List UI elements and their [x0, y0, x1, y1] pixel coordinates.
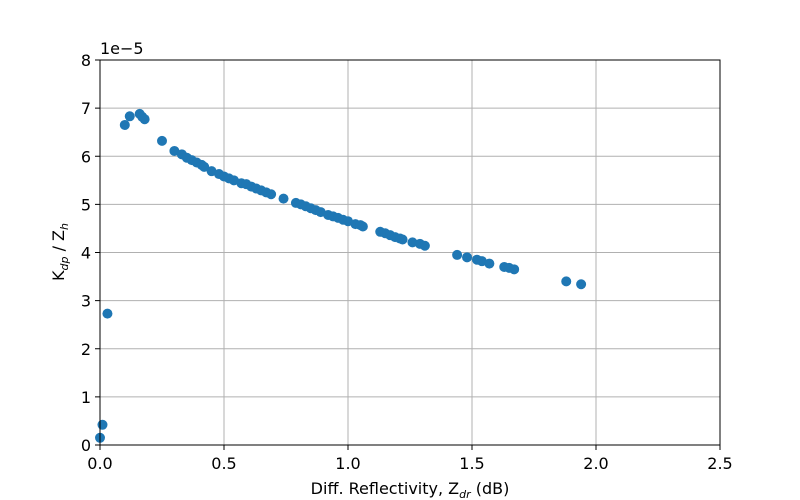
- x-tick-label: 1.5: [459, 454, 484, 473]
- x-tick-label: 2.0: [583, 454, 608, 473]
- x-tick-label: 0.5: [211, 454, 236, 473]
- y-tick-label: 4: [81, 244, 91, 263]
- data-point: [97, 419, 108, 430]
- y-tick-label: 0: [81, 436, 91, 455]
- x-tick-label: 1.0: [335, 454, 360, 473]
- data-points: [95, 108, 587, 443]
- y-tick-label: 8: [81, 51, 91, 70]
- x-axis-ticks: 0.0 0.5 1.0 1.5 2.0 2.5: [87, 445, 733, 473]
- data-point: [278, 193, 289, 204]
- data-point: [169, 145, 180, 156]
- x-tick-label: 2.5: [707, 454, 732, 473]
- data-point: [419, 240, 430, 251]
- data-point: [119, 119, 130, 130]
- data-point: [561, 276, 572, 287]
- data-point: [139, 114, 150, 125]
- y-tick-label: 2: [81, 340, 91, 359]
- data-point: [199, 161, 210, 172]
- data-point: [452, 249, 463, 260]
- y-tick-label: 7: [81, 99, 91, 118]
- data-point: [124, 111, 135, 122]
- data-point: [357, 221, 368, 232]
- y-tick-label: 1: [81, 388, 91, 407]
- data-point: [484, 258, 495, 269]
- y-axis-ticks: 0 1 2 3 4 5 6 7 8: [81, 51, 100, 455]
- data-point: [397, 234, 408, 245]
- data-point: [509, 264, 520, 275]
- y-axis-label: Kdp / Zh: [49, 223, 71, 281]
- y-scale-offset-label: 1e−5: [100, 39, 144, 58]
- data-point: [576, 279, 587, 290]
- data-point: [266, 189, 277, 200]
- data-point: [102, 308, 113, 319]
- y-tick-label: 3: [81, 292, 91, 311]
- x-tick-label: 0.0: [87, 454, 112, 473]
- data-point: [157, 135, 167, 146]
- data-point: [407, 237, 418, 248]
- data-point: [462, 252, 473, 263]
- x-axis-label: Diff. Reflectivity, Zdr (dB): [311, 479, 510, 500]
- y-tick-label: 6: [81, 147, 91, 166]
- y-tick-label: 5: [81, 195, 91, 214]
